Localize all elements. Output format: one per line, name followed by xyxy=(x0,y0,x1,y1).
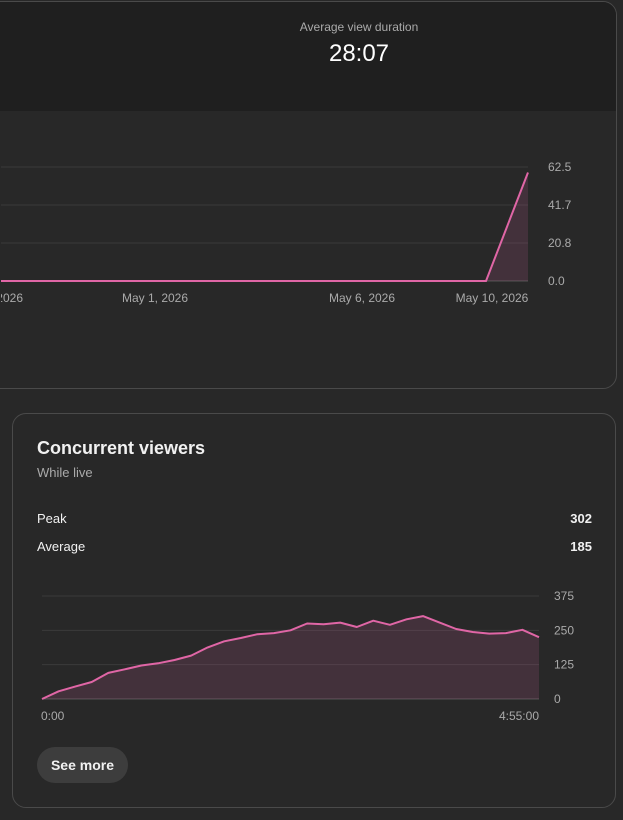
y-tick-label: 375 xyxy=(554,589,574,603)
series-line xyxy=(41,615,540,700)
concurrent-viewers-card: Concurrent viewers While live Peak 302 A… xyxy=(12,413,616,808)
stat-peak: Peak 302 xyxy=(37,511,592,529)
series-line xyxy=(1,172,529,282)
x-tick-label: 2026 xyxy=(1,291,23,305)
x-tick-label: 0:00 xyxy=(41,709,65,723)
x-tick-label: May 1, 2026 xyxy=(122,291,188,305)
y-tick-label: 41.7 xyxy=(548,198,572,212)
x-tick-label: May 6, 2026 xyxy=(329,291,395,305)
x-tick-label: May 10, 2026 xyxy=(456,291,529,305)
stat-average: Average 185 xyxy=(37,539,592,557)
stat-average-label: Average xyxy=(37,539,86,554)
metric-header: Average view duration 28:07 xyxy=(0,2,616,111)
views-card: Average view duration 28:07 62.5 41.7 20.8… xyxy=(0,1,617,389)
metric-label: Average view duration xyxy=(299,20,419,34)
views-chart: 62.5 41.7 20.8 0.0 2026 May 1, 2026 May 6, 202… xyxy=(1,160,572,305)
see-more-button[interactable]: See more xyxy=(37,747,128,783)
y-tick-label: 0.0 xyxy=(548,274,565,288)
stat-peak-value: 302 xyxy=(570,511,592,526)
series-area xyxy=(42,616,539,699)
stat-peak-label: Peak xyxy=(37,511,67,526)
x-tick-label: 4:55:00 xyxy=(499,709,539,723)
y-tick-label: 125 xyxy=(554,658,574,672)
stat-average-value: 185 xyxy=(570,539,592,554)
y-tick-label: 0 xyxy=(554,692,561,706)
series-area xyxy=(1,172,528,281)
section-title: Concurrent viewers xyxy=(37,438,206,458)
y-tick-label: 250 xyxy=(554,623,574,637)
metric-value: 28:07 xyxy=(328,40,390,67)
y-tick-label: 20.8 xyxy=(548,236,572,250)
concurrent-viewers-chart: 375 250 125 0 0:00 4:55:00 xyxy=(41,589,574,723)
section-subtitle: While live xyxy=(37,465,93,480)
y-tick-label: 62.5 xyxy=(548,160,572,174)
